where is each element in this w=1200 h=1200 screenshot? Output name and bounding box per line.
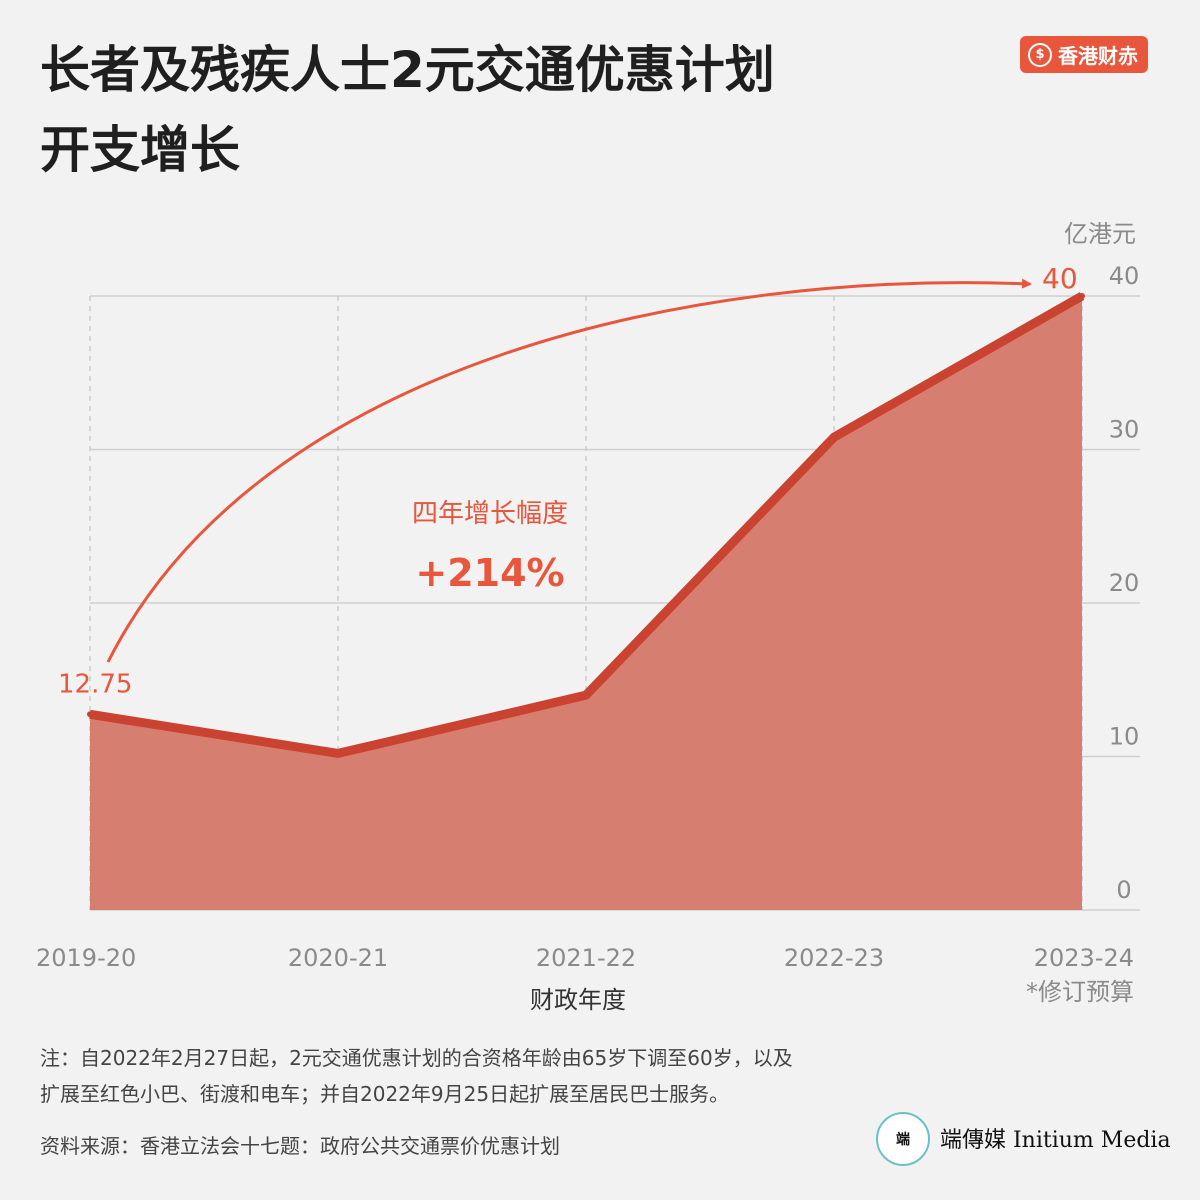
y-tick-label-20: 20 [1109,569,1140,597]
source-text: 资料来源：香港立法会十七题：政府公共交通票价优惠计划 [40,1134,560,1158]
initium-logo-icon: 端 [876,1112,930,1166]
y-tick-label-0: 0 [1116,876,1131,904]
data-point-2020-21 [335,750,341,757]
growth-arrow [106,278,1032,663]
page-title: 长者及残疾人士2元交通优惠计划 开支增长 [40,30,1000,190]
x-tick-label-2023-24: 2023-24 [1034,944,1134,972]
data-point-2023-24 [1079,293,1085,299]
title-line-1: 长者及残疾人士2元交通优惠计划 [40,41,775,99]
revised-budget-note: *修订预算 [1026,978,1134,1006]
data-point-2022-23 [831,434,837,441]
y-tick-label-30: 30 [1109,416,1140,444]
dollar-coin-icon: $ [1028,42,1052,67]
x-tick-label-2020-21: 2020-21 [288,944,388,972]
end-value-label: 40 [1042,262,1078,295]
note-line-1: 注：自2022年2月27日起，2元交通优惠计划的合资格年龄由65岁下调至60岁，… [40,1046,793,1070]
publisher-name: 端傳媒 Initium Media [940,1128,1171,1153]
annotation-layer: 12.75 40 四年增长幅度 +214% [58,262,1078,699]
area-layer [87,292,1085,910]
y-tick-label-40: 40 [1109,262,1140,290]
growth-value: +214% [415,551,564,595]
footnote: 注：自2022年2月27日起，2元交通优惠计划的合资格年龄由65岁下调至60岁，… [40,1040,920,1112]
start-value-label: 12.75 [58,669,132,699]
x-axis-label: 财政年度 [530,986,626,1014]
area-chart: 0 10 20 30 40 2019-20 2020-21 2021-22 2022-23 202… [36,220,1140,1014]
note-line-2: 扩展至红色小巴、街渡和电车；并自2022年9月25日起扩展至居民巴士服务。 [40,1082,730,1106]
brand-badge: $ 香港财赤 [1020,36,1148,73]
x-tick-label-2019-20: 2019-20 [36,944,136,972]
title-line-2: 开支增长 [40,121,240,179]
growth-caption: 四年增长幅度 [412,499,568,529]
data-point-2019-20 [87,711,93,718]
x-tick-label-2021-22: 2021-22 [536,944,636,972]
data-point-2021-22 [583,692,589,699]
brand-label: 香港财赤 [1058,44,1138,68]
x-tick-label-2022-23: 2022-23 [784,944,884,972]
axis-layer: 0 10 20 30 40 2019-20 2020-21 2021-22 2022-23 202… [36,220,1139,1014]
y-tick-label-10: 10 [1109,723,1140,751]
y-axis-unit-label: 亿港元 [1064,220,1136,248]
